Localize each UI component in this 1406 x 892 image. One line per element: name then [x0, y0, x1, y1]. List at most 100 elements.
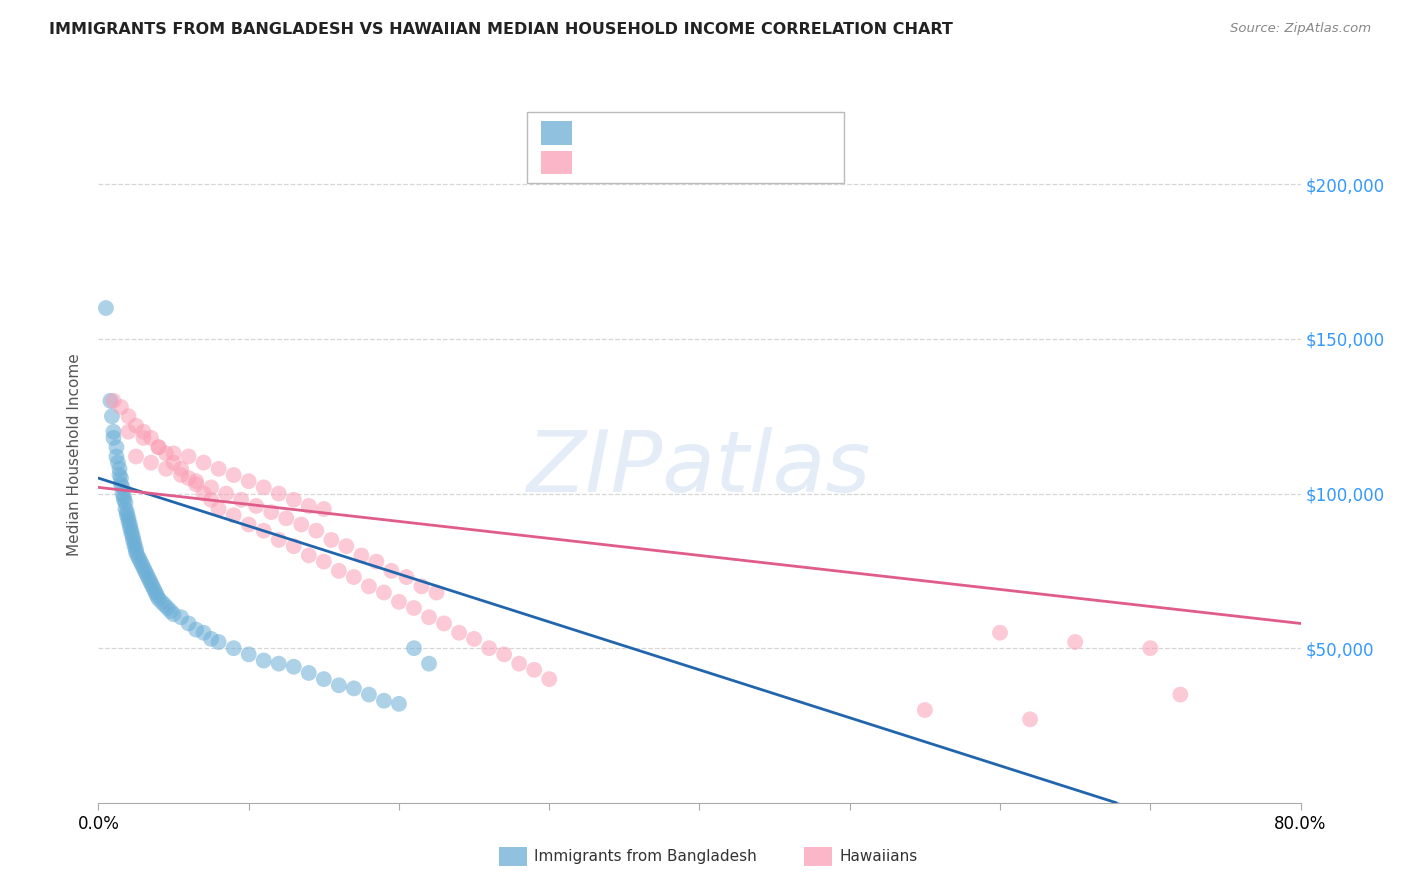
Point: [162, 446, 184, 460]
Point: [115, 508, 138, 523]
Point: [193, 486, 215, 500]
Point: [145, 585, 167, 599]
Point: [117, 515, 139, 529]
Point: [121, 524, 143, 538]
Point: [366, 555, 388, 569]
Text: N =: N =: [693, 155, 737, 170]
Point: [111, 486, 134, 500]
Point: [155, 462, 177, 476]
Point: [433, 616, 456, 631]
Point: [103, 431, 125, 445]
Point: [276, 511, 298, 525]
Point: [328, 678, 350, 692]
Point: [177, 471, 200, 485]
Point: [111, 480, 134, 494]
Point: [141, 579, 163, 593]
Point: [380, 564, 402, 578]
Point: [139, 456, 162, 470]
Point: [162, 456, 184, 470]
Point: [170, 468, 193, 483]
Point: [215, 486, 238, 500]
Point: [222, 468, 245, 483]
Point: [373, 694, 395, 708]
Point: [298, 499, 321, 513]
Point: [494, 648, 516, 662]
Point: [463, 632, 485, 646]
Y-axis label: Median Household Income: Median Household Income: [67, 353, 83, 557]
Point: [177, 616, 200, 631]
Point: [114, 502, 136, 516]
Point: [135, 566, 157, 581]
Point: [94, 301, 117, 315]
Point: [1170, 688, 1192, 702]
Point: [245, 499, 267, 513]
Point: [115, 505, 138, 519]
Point: [117, 425, 139, 439]
Point: [1019, 712, 1042, 726]
Point: [162, 607, 184, 622]
Point: [100, 393, 122, 408]
Point: [253, 480, 276, 494]
Point: [321, 533, 343, 547]
Text: -0.397: -0.397: [626, 155, 675, 170]
Point: [914, 703, 936, 717]
Point: [103, 393, 125, 408]
Point: [124, 536, 146, 550]
Point: [418, 610, 440, 624]
Point: [253, 654, 276, 668]
Point: [238, 517, 260, 532]
Point: [193, 625, 215, 640]
Point: [110, 400, 132, 414]
Point: [129, 555, 152, 569]
Point: [125, 545, 148, 559]
Point: [208, 462, 231, 476]
Point: [136, 570, 159, 584]
Point: [108, 468, 131, 483]
Point: [388, 595, 411, 609]
Point: [118, 517, 141, 532]
Text: 73: 73: [745, 155, 765, 170]
Point: [143, 582, 166, 597]
Point: [121, 526, 143, 541]
Point: [107, 456, 129, 470]
Point: [283, 659, 305, 673]
Point: [402, 601, 425, 615]
Point: [118, 520, 141, 534]
Point: [312, 502, 335, 516]
Point: [132, 561, 155, 575]
Point: [238, 648, 260, 662]
Point: [267, 486, 290, 500]
Text: R =: R =: [583, 126, 617, 140]
Text: Immigrants from Bangladesh: Immigrants from Bangladesh: [534, 849, 756, 863]
Point: [155, 446, 177, 460]
Point: [222, 508, 245, 523]
Point: [112, 492, 135, 507]
Point: [148, 591, 170, 606]
Point: [343, 681, 366, 696]
Point: [184, 477, 207, 491]
Text: ZIPatlas: ZIPatlas: [527, 427, 872, 510]
Point: [117, 409, 139, 424]
Point: [418, 657, 440, 671]
Point: [170, 462, 193, 476]
Point: [283, 492, 305, 507]
Point: [177, 450, 200, 464]
Point: [138, 573, 160, 587]
Point: [402, 641, 425, 656]
Point: [108, 462, 131, 476]
Text: Source: ZipAtlas.com: Source: ZipAtlas.com: [1230, 22, 1371, 36]
Point: [1139, 641, 1161, 656]
Point: [101, 409, 124, 424]
Point: [105, 440, 128, 454]
Point: [148, 440, 170, 454]
Point: [290, 517, 312, 532]
Point: [131, 558, 153, 572]
Point: [156, 601, 179, 615]
Point: [139, 576, 162, 591]
Point: [117, 511, 139, 525]
Point: [508, 657, 530, 671]
Point: [267, 657, 290, 671]
Point: [208, 502, 231, 516]
Point: [388, 697, 411, 711]
Point: [538, 672, 561, 686]
